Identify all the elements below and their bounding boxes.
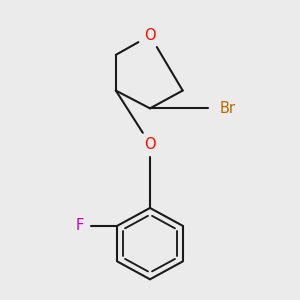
- Text: F: F: [76, 218, 84, 233]
- Text: O: O: [144, 28, 156, 43]
- Text: Br: Br: [219, 101, 235, 116]
- Text: O: O: [144, 136, 156, 152]
